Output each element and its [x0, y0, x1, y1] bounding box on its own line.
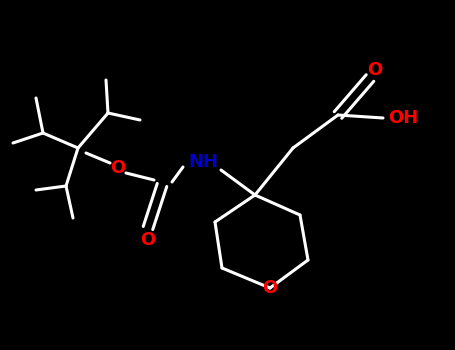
Text: NH: NH	[188, 153, 218, 171]
Text: OH: OH	[388, 109, 418, 127]
Text: O: O	[141, 231, 156, 249]
Text: O: O	[367, 61, 383, 79]
Text: O: O	[263, 279, 278, 297]
Text: O: O	[111, 159, 126, 177]
